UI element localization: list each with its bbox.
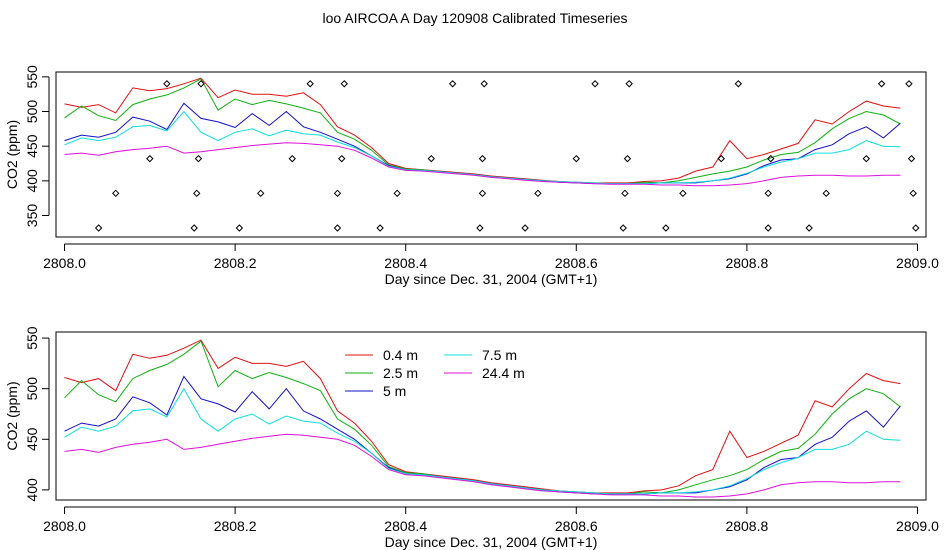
scatter-point <box>764 224 772 232</box>
scatter-point <box>94 224 103 232</box>
scatter-point <box>534 189 542 198</box>
scatter-point <box>909 189 917 198</box>
legend-label: 2.5 m <box>383 365 418 381</box>
scatter-point <box>333 224 342 232</box>
scatter-point <box>591 80 599 88</box>
x-tick-label: 2808.8 <box>725 255 768 271</box>
scatter-point <box>619 224 627 232</box>
y-tick-label: 450 <box>24 134 40 158</box>
x-tick-label: 2808.4 <box>384 518 427 534</box>
y-tick-label: 550 <box>24 326 40 350</box>
x-tick-label: 2808.4 <box>384 255 427 271</box>
series-line-24-4-mm <box>64 142 901 187</box>
scatter-point <box>194 154 203 163</box>
scatter-point <box>623 154 632 163</box>
x-axis-label: Day since Dec. 31, 2004 (GMT+1) <box>385 271 598 287</box>
scatter-point <box>190 224 198 232</box>
scatter-point <box>376 224 384 232</box>
scatter-point <box>448 80 457 88</box>
series-line-7-5-mm <box>64 110 901 185</box>
scatter-point <box>907 154 916 163</box>
x-tick-label: 2808.0 <box>43 255 86 271</box>
scatter-point <box>146 154 154 163</box>
scatter-point <box>393 189 401 198</box>
legend-label: 0.4 m <box>383 347 418 363</box>
panel-2: 2808.0 2808.2 2808.4 2808.6 2808.8 2809.0 Day … <box>4 326 939 550</box>
scatter-point <box>478 154 487 163</box>
y-tick-label: 550 <box>24 65 40 89</box>
series-line-2-5-mm <box>64 78 901 185</box>
series-line-0-4-mm <box>64 77 901 184</box>
scatter-point <box>340 80 349 88</box>
x-tick-label: 2808.0 <box>43 518 86 534</box>
legend: 0.4 m 2.5 m 5 m 7.5 m 24.4 m <box>345 347 525 399</box>
y-axis-label: CO2 (ppm) <box>4 381 20 450</box>
scatter-point <box>306 80 314 88</box>
legend-label: 5 m <box>383 383 406 399</box>
scatter-point <box>717 154 726 163</box>
scatter-point <box>478 189 487 198</box>
y-tick-label: 450 <box>24 427 40 451</box>
scatter-point <box>822 189 830 198</box>
y-tick-label: 400 <box>24 169 40 193</box>
scatter-point <box>679 189 687 198</box>
scatter-point <box>621 189 629 198</box>
panel-1: 2808.0 2808.2 2808.4 2808.6 2808.8 2809.0 Day … <box>4 65 939 287</box>
scatter-point <box>288 154 296 163</box>
x-tick-label: 2808.6 <box>555 518 598 534</box>
x-tick-label: 2808.2 <box>214 518 257 534</box>
scatter-point <box>767 154 775 163</box>
y-tick-label: 350 <box>24 204 40 228</box>
scatter-point <box>480 80 488 88</box>
chart-title: loo AIRCOA A Day 120908 Calibrated Times… <box>322 10 628 26</box>
scatter-point <box>905 80 913 88</box>
scatter-point <box>862 154 871 163</box>
x-axis-label: Day since Dec. 31, 2004 (GMT+1) <box>385 534 598 550</box>
legend-label: 7.5 m <box>482 347 517 363</box>
y-axis-label: CO2 (ppm) <box>4 120 20 189</box>
scatter-point <box>111 189 120 198</box>
scatter-point <box>338 154 346 163</box>
x-tick-label: 2809.0 <box>896 255 939 271</box>
scatter-point <box>476 224 484 232</box>
scatter-point <box>734 80 743 88</box>
series-line-7-5-mm <box>64 387 901 495</box>
scatter-point <box>805 224 813 232</box>
x-tick-label: 2808.8 <box>725 518 768 534</box>
x-tick-label: 2809.0 <box>896 518 939 534</box>
scatter-point <box>235 224 244 232</box>
scatter-point <box>521 224 529 232</box>
y-tick-label: 500 <box>24 100 40 124</box>
plot-frame <box>55 71 927 238</box>
scatter-point <box>912 224 920 232</box>
plot-frame <box>55 331 927 501</box>
y-tick-label: 400 <box>24 478 40 502</box>
x-tick-label: 2808.6 <box>555 255 598 271</box>
series-line-5-mm <box>64 375 901 495</box>
scatter-point <box>625 80 633 88</box>
series-line-5-mm <box>64 102 901 185</box>
scatter-point <box>572 154 581 163</box>
scatter-point <box>764 189 772 198</box>
scatter-point <box>197 80 205 88</box>
x-tick-label: 2808.2 <box>214 255 257 271</box>
series-line-0-4-mm <box>64 339 901 494</box>
scatter-point <box>427 154 436 163</box>
scatter-point <box>333 189 342 198</box>
scatter-point <box>662 224 670 232</box>
scatter-point <box>877 80 886 88</box>
scatter-point <box>256 189 265 198</box>
series-line-24-4-mm <box>64 433 901 498</box>
y-tick-label: 500 <box>24 377 40 401</box>
scatter-point <box>193 189 201 198</box>
scatter-point <box>163 80 171 88</box>
legend-label: 24.4 m <box>482 365 525 381</box>
